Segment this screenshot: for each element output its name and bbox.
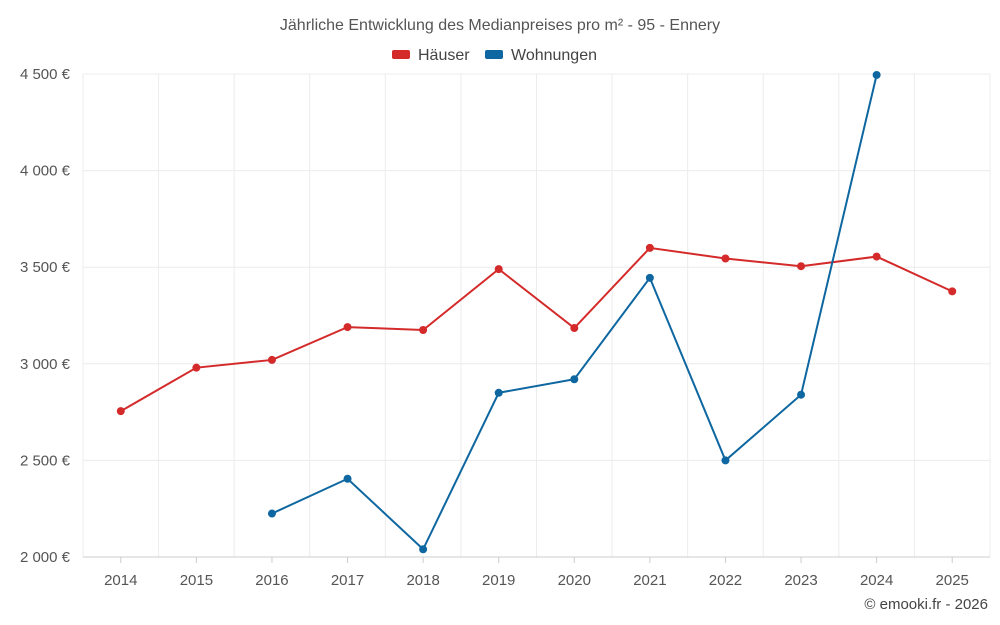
credit-text: © emooki.fr - 2026 [864,596,988,613]
series-line [120,246,953,413]
legend-item-häuser[interactable]: Häuser [392,47,470,64]
x-tick-label: 2023 [784,572,817,589]
data-point[interactable] [494,388,503,397]
data-point[interactable] [797,262,806,271]
y-tick-label: 4 500 € [20,66,71,83]
legend-swatch [485,50,503,59]
x-tick-label: 2025 [936,572,969,589]
data-point[interactable] [267,355,276,364]
y-tick-label: 4 000 € [20,163,71,180]
data-point[interactable] [343,474,352,483]
x-tick-label: 2018 [406,572,439,589]
x-tick-label: 2016 [255,572,288,589]
y-tick-label: 2 500 € [20,452,71,469]
data-point[interactable] [267,509,276,518]
data-point[interactable] [343,323,352,332]
axes: 2 000 € 2 500 € 3 000 € 3 500 € 4 000 € 4 500… [20,66,969,589]
x-tick-label: 2014 [104,572,137,589]
data-point[interactable] [721,456,730,465]
data-point[interactable] [872,252,881,261]
data-point[interactable] [419,325,428,334]
legend: Häuser Wohnungen [392,47,597,64]
y-tick-label: 2 000 € [20,549,71,566]
series-line [271,74,878,551]
data-point[interactable] [419,545,428,554]
x-tick-label: 2022 [709,572,742,589]
data-point[interactable] [645,243,654,252]
data-point[interactable] [872,70,881,79]
data-point[interactable] [192,363,201,372]
data-point[interactable] [721,254,730,263]
series-häuser [116,243,957,416]
grid [82,73,991,558]
x-tick-label: 2017 [331,572,364,589]
legend-label: Wohnungen [511,47,597,64]
x-tick-label: 2024 [860,572,893,589]
x-tick-label: 2015 [180,572,213,589]
x-tick-label: 2021 [633,572,666,589]
data-point[interactable] [570,324,579,333]
x-tick-label: 2019 [482,572,515,589]
chart-title: Jährliche Entwicklung des Medianpreises … [280,17,720,34]
legend-label: Häuser [418,47,470,64]
data-point[interactable] [570,375,579,384]
x-tick-label: 2020 [558,572,591,589]
y-tick-label: 3 500 € [20,259,71,276]
y-tick-label: 3 000 € [20,356,71,373]
data-point[interactable] [797,390,806,399]
legend-item-wohnungen[interactable]: Wohnungen [485,47,597,64]
data-point[interactable] [948,287,957,296]
data-point[interactable] [494,265,503,274]
series-layer [116,70,957,554]
data-point[interactable] [116,407,125,416]
series-wohnungen [267,70,881,554]
data-point[interactable] [645,273,654,282]
legend-swatch [392,50,410,59]
